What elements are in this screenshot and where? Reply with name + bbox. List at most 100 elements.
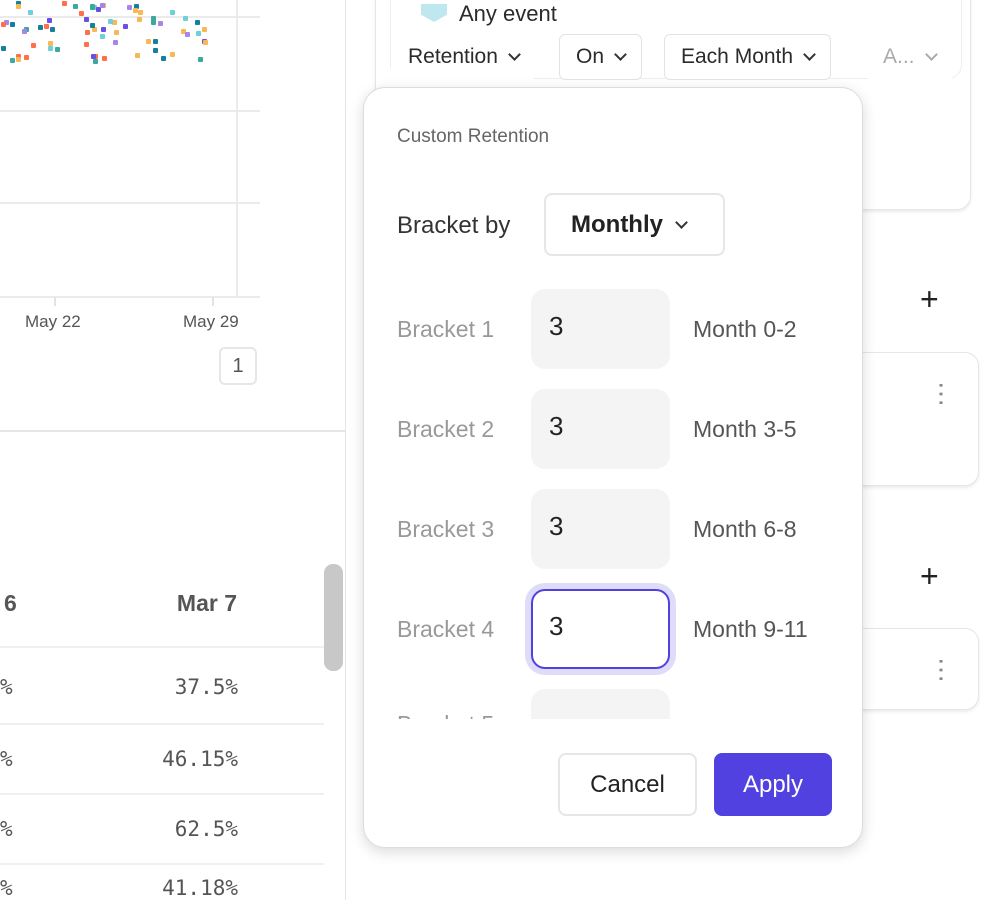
scatter-point [73,4,78,9]
bracket-label: Bracket 3 [397,516,495,542]
scatter-point [170,52,175,57]
scatter-point [55,47,60,52]
scatter-point [138,10,143,15]
scatter-point [84,42,89,47]
add-icon[interactable]: + [920,558,939,594]
scatter-point [101,27,106,32]
row-divider [0,863,324,865]
bracket-range: Month 6-8 [693,516,797,542]
item-card: ⋯ [840,628,979,710]
chevron-down-icon [508,48,521,61]
bracket-3-input[interactable]: 3 [531,489,670,569]
dropdown-label: A... [883,45,915,68]
scatter-point [114,30,119,35]
scatter-point [16,57,21,62]
scatter-point [50,27,55,32]
scatter-point [84,17,89,22]
custom-retention-popover: Custom Retention Bracket by Monthly Brac… [363,87,863,848]
bracket-by-label: Bracket by [397,212,511,239]
scatter-point [1,22,6,27]
scatter-point [185,32,190,37]
bracket-label: Bracket 2 [397,416,495,442]
scatter-point [24,55,29,60]
x-tick [212,297,214,306]
bracket-label: Bracket 4 [397,616,495,642]
each-month-dropdown[interactable]: Each Month [664,34,832,80]
row-divider [0,723,324,725]
scatter-point [127,5,132,10]
scatter-point [158,21,163,26]
select-value: Monthly [571,210,663,238]
bracket-range: Month 9-11 [693,616,808,642]
scatter-point [151,20,156,25]
bracket-5-input[interactable] [531,689,670,719]
scatter-point [153,48,158,53]
bracket-range: Month 0-2 [693,316,797,342]
scatter-point [10,58,15,63]
scatter-point [48,41,53,46]
scatter-point [134,4,139,9]
scatter-point [161,56,166,61]
retention-dropdown[interactable]: Retention [391,34,536,80]
dropdown-label: Each Month [681,45,794,68]
gridline [0,110,260,112]
gridline [0,202,260,204]
table-cell: 46.15% [162,747,238,771]
scatter-point [153,39,158,44]
scatter-point [100,3,105,8]
scatter-point [92,27,97,32]
apply-button[interactable]: Apply [714,753,832,816]
scatter-point [100,34,105,39]
scatter-point [16,4,21,9]
table-cell: % [0,747,13,771]
scatter-point [108,19,113,24]
event-icon [421,4,447,22]
column-header: Mar 7 [176,590,237,616]
scatter-point [133,8,138,13]
scatter-point [90,23,95,28]
scatter-point [202,27,207,32]
scatter-point [16,1,21,6]
dropdown-label: Retention [408,45,498,68]
x-tick-label: May 29 [183,312,239,331]
popover-title: Custom Retention [397,126,550,147]
scatter-point [135,53,140,58]
more-options-icon[interactable]: ⋯ [927,381,957,407]
scatter-point [123,24,128,29]
additional-dropdown[interactable]: A... [866,34,953,80]
table-cell: 41.18% [162,876,238,900]
scrollbar-thumb[interactable] [324,564,343,671]
scatter-chart [0,0,262,306]
gridline [0,16,260,18]
page-number-button[interactable]: 1 [219,347,257,385]
scatter-point [183,16,188,21]
bracket-4-input[interactable]: 3 [531,589,670,669]
brackets-list: Bracket 1 3 Month 0-2 Bracket 2 3 Month … [364,283,864,719]
more-options-icon[interactable]: ⋯ [927,657,957,683]
cancel-button[interactable]: Cancel [558,753,697,816]
bracket-1-input[interactable]: 3 [531,289,670,369]
table-cell: % [0,675,13,699]
scatter-point [16,54,21,59]
scatter-point [181,29,186,34]
scatter-point [1,46,6,51]
scatter-point [44,24,49,29]
divider [0,430,345,432]
scatter-point [151,16,156,21]
scatter-point [198,57,203,62]
bracket-by-select[interactable]: Monthly [544,193,725,256]
bracket-range: Month 3-5 [693,416,797,442]
add-icon[interactable]: + [920,281,939,317]
on-dropdown[interactable]: On [559,34,643,80]
scatter-point [79,11,84,16]
event-name[interactable]: Any event [459,1,557,26]
bracket-2-input[interactable]: 3 [531,389,670,469]
table-cell: % [0,817,13,841]
scatter-point [195,20,200,25]
scatter-point [38,25,43,30]
scatter-point [31,43,36,48]
scatter-point [96,7,101,12]
scatter-point [203,40,208,45]
column-header: 6 [4,590,17,616]
scatter-point [4,20,9,25]
